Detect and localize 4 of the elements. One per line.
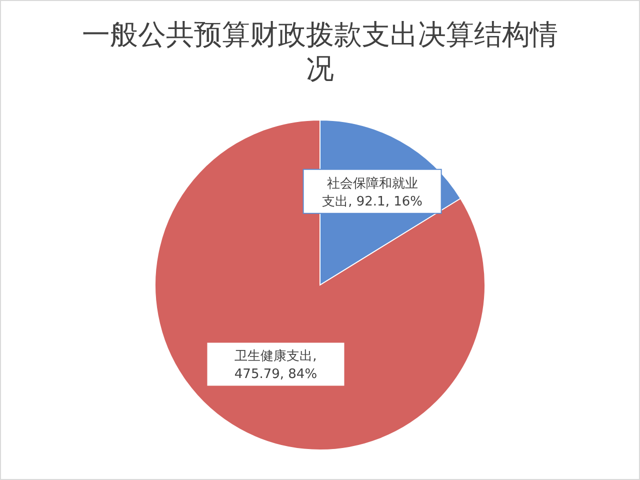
chart-title: 一般公共预算财政拨款支出决算结构情况 [82,18,558,85]
slice-label: 社会保障和就业支出, 92.1, 16% [322,176,422,210]
slice-label: 卫生健康支出, 475.79, 84% [234,349,318,382]
pie-slice [154,120,486,450]
